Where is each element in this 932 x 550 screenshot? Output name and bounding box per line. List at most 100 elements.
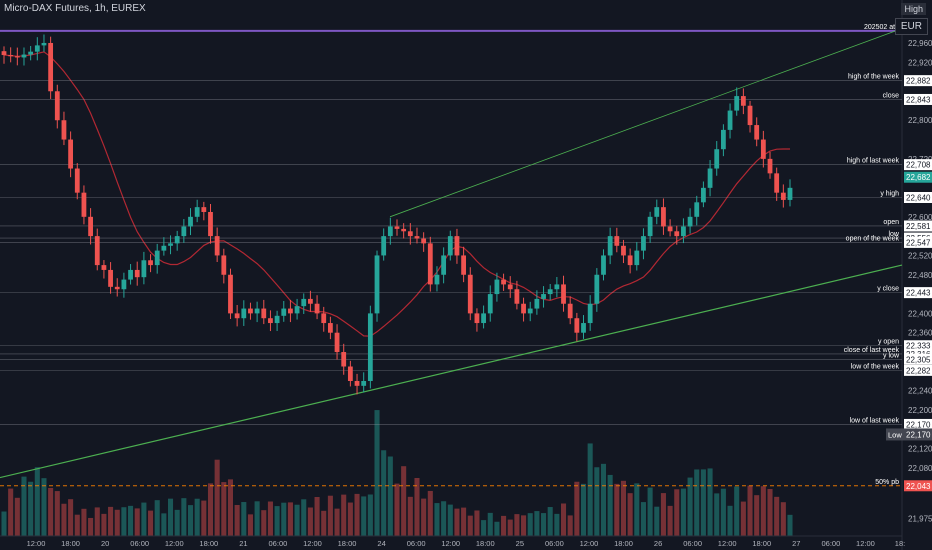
candle-body	[8, 55, 14, 57]
volume-bar	[534, 511, 540, 536]
candle	[81, 185, 87, 225]
candle	[221, 248, 227, 284]
candle	[254, 301, 260, 323]
candle	[314, 295, 320, 320]
candle-body	[547, 289, 553, 295]
volume-bar	[527, 513, 533, 536]
candle-body	[681, 226, 686, 237]
volume-bar	[161, 513, 167, 536]
time-tick: 12:00	[856, 539, 875, 548]
candle	[274, 310, 280, 331]
candle-body	[740, 96, 746, 106]
candle	[740, 88, 746, 115]
candle-body	[88, 216, 93, 237]
volume-bar	[700, 469, 706, 536]
candle	[687, 208, 693, 234]
candle	[341, 343, 347, 375]
candle	[234, 304, 240, 327]
candle	[28, 45, 34, 61]
candle-body	[521, 303, 526, 314]
candle	[461, 246, 467, 283]
volume-bar	[434, 503, 440, 536]
level-label: low of last week	[850, 417, 900, 424]
candle	[347, 360, 353, 387]
price-badge	[904, 93, 932, 105]
candle-body	[427, 243, 433, 285]
toggle-high-label[interactable]: High	[901, 3, 926, 15]
candle-body	[201, 207, 207, 212]
price-badge	[904, 159, 932, 171]
price-tick: 22,960	[908, 39, 932, 48]
candle	[214, 227, 220, 262]
candle	[427, 236, 433, 292]
candle	[441, 247, 447, 284]
time-tick: 12:00	[580, 539, 599, 548]
candle	[168, 235, 173, 255]
candle-body	[554, 284, 560, 290]
volume-bar	[321, 510, 327, 536]
level-label: 202502 ath	[864, 24, 899, 31]
price-tick: 22,400	[908, 309, 932, 318]
candle-body	[168, 243, 173, 246]
level-label: open of the week	[846, 235, 900, 242]
candle	[474, 308, 480, 332]
candle	[501, 273, 506, 291]
volume-bar	[507, 519, 513, 536]
volume-bar	[680, 488, 686, 536]
candle-body	[754, 125, 760, 140]
candle-body	[101, 265, 107, 270]
candle	[288, 299, 293, 323]
candle-body	[401, 228, 407, 232]
volume-bar	[427, 490, 433, 536]
time-tick: 06:00	[683, 539, 702, 548]
volume-bar	[734, 486, 740, 536]
time-tick: 20	[101, 539, 109, 548]
time-tick: 12:00	[718, 539, 737, 548]
candle-body	[474, 313, 480, 324]
volume-bar	[134, 508, 140, 536]
candle	[34, 37, 40, 61]
price-tick: 22,600	[908, 213, 932, 222]
candle	[401, 223, 407, 239]
candle-body	[361, 380, 367, 386]
volume-bar	[774, 496, 780, 536]
candle-body	[581, 323, 586, 333]
volume-bar	[620, 480, 627, 536]
candle	[667, 219, 673, 237]
volume-bar	[181, 498, 187, 536]
candle-body	[774, 173, 780, 193]
candle	[94, 228, 100, 271]
time-tick: 12:00	[441, 539, 460, 548]
volume-bar	[754, 495, 760, 536]
candle	[754, 117, 760, 147]
candle-body	[434, 274, 440, 285]
candle-body	[780, 192, 786, 200]
volume-bar	[354, 493, 360, 536]
volume-bar	[294, 504, 300, 536]
candle-body	[301, 298, 307, 307]
candle-body	[481, 313, 486, 324]
volume-bar	[341, 494, 347, 536]
candle	[634, 241, 640, 271]
price-badge	[904, 480, 932, 492]
trend-line-upper	[389, 28, 903, 218]
currency-selector[interactable]: EUR	[894, 18, 928, 35]
candle	[14, 47, 20, 66]
candle	[407, 223, 413, 245]
price-badge	[904, 191, 932, 203]
low-badge-label: Low	[888, 430, 902, 439]
candle-body	[767, 158, 773, 174]
candle	[594, 268, 600, 312]
level-label: 50% pb	[875, 479, 899, 486]
level-label: low of the week	[851, 363, 900, 370]
price-badge	[904, 220, 932, 232]
candle-body	[421, 238, 427, 244]
volume-bar	[474, 510, 480, 536]
price-badge	[904, 340, 932, 352]
candle	[141, 251, 147, 285]
candle-body	[161, 245, 167, 251]
candle	[681, 218, 686, 244]
candle	[194, 199, 200, 223]
candle	[694, 195, 700, 226]
